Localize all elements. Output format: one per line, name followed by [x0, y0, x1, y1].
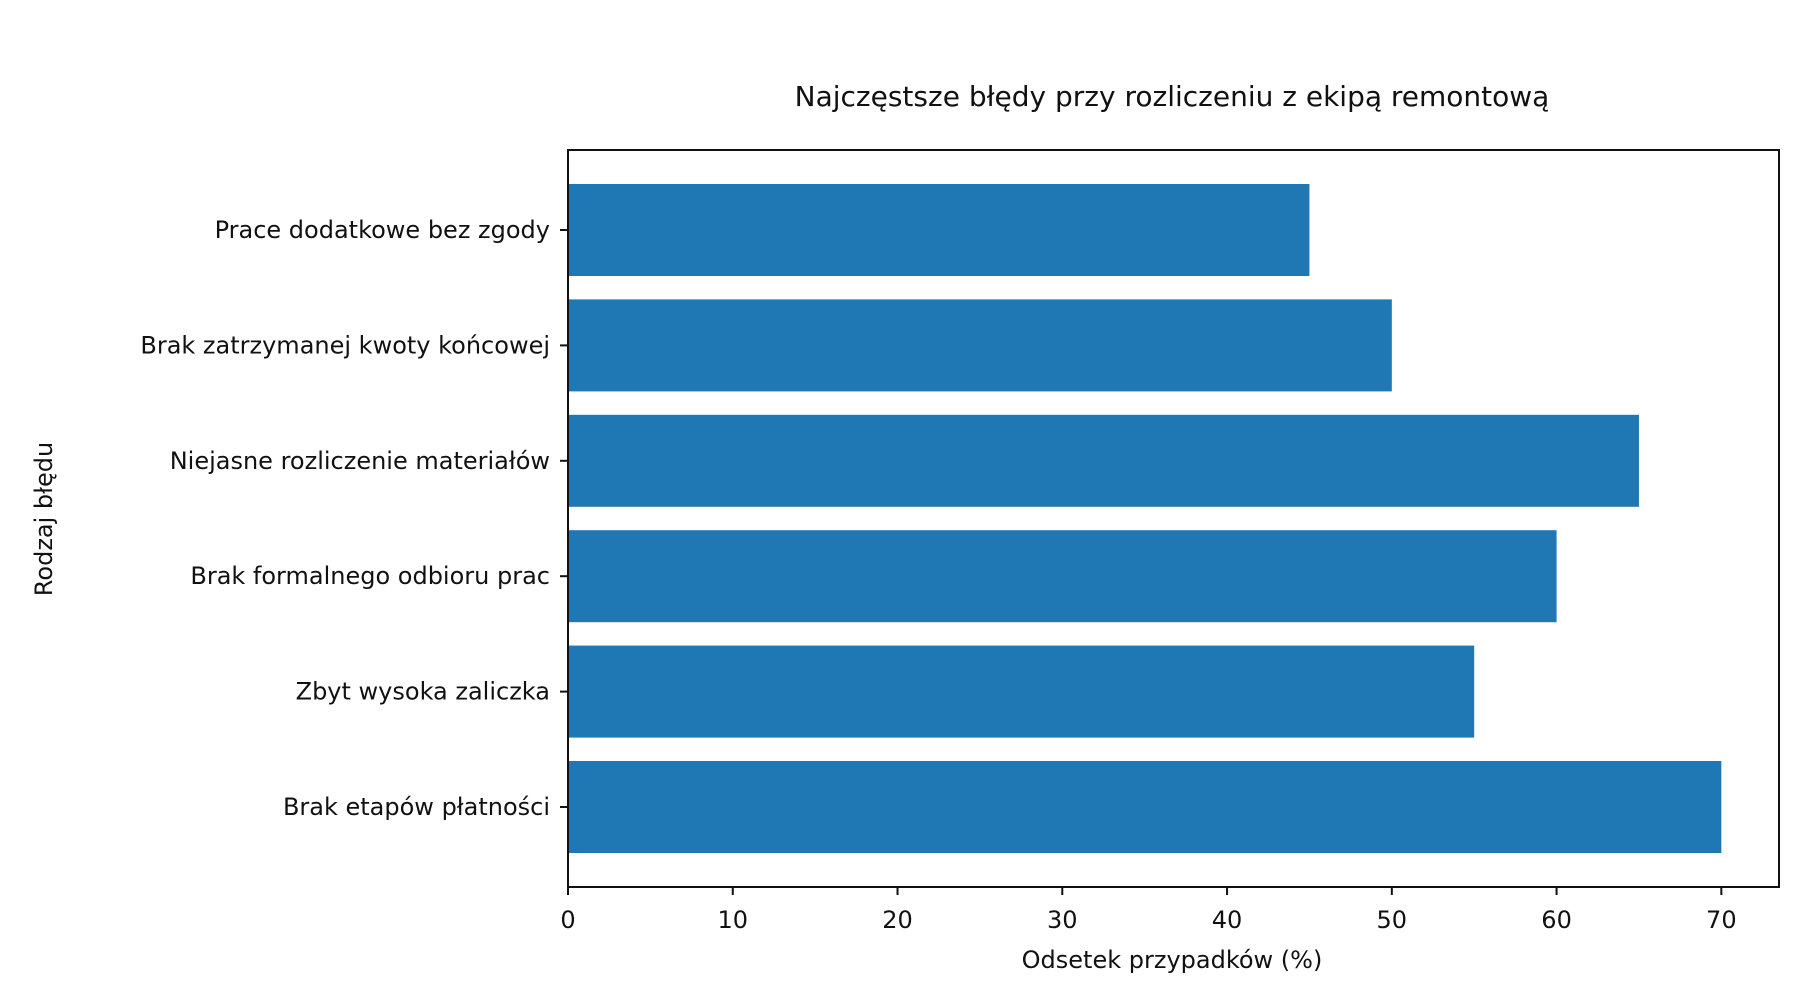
bar-4	[568, 530, 1557, 623]
x-tick-label-70: 70	[1706, 906, 1737, 934]
x-tick-label-50: 50	[1377, 906, 1408, 934]
y-tick-label-6: Brak etapów płatności	[283, 793, 550, 821]
x-tick-label-40: 40	[1212, 906, 1243, 934]
y-axis: Prace dodatkowe bez zgody Brak zatrzymane…	[140, 216, 568, 821]
y-axis-label: Rodzaj błędu	[30, 442, 58, 596]
x-tick-label-20: 20	[882, 906, 913, 934]
y-tick-label-1: Prace dodatkowe bez zgody	[215, 216, 550, 244]
x-tick-label-10: 10	[717, 906, 748, 934]
bars-layer	[568, 184, 1722, 853]
x-tick-label-30: 30	[1047, 906, 1078, 934]
x-axis-label: Odsetek przypadków (%)	[1022, 946, 1323, 974]
chart-title: Najczęstsze błędy przy rozliczeniu z eki…	[795, 80, 1550, 113]
y-tick-label-5: Zbyt wysoka zaliczka	[296, 678, 550, 706]
y-tick-label-4: Brak formalnego odbioru prac	[190, 562, 550, 590]
x-tick-label-0: 0	[560, 906, 575, 934]
y-tick-label-2: Brak zatrzymanej kwoty końcowej	[140, 331, 550, 359]
bar-2	[568, 299, 1392, 392]
y-tick-label-3: Niejasne rozliczenie materiałów	[170, 447, 550, 475]
x-tick-label-60: 60	[1541, 906, 1572, 934]
bar-5	[568, 645, 1475, 738]
bar-3	[568, 414, 1639, 507]
bar-6	[568, 761, 1722, 853]
plot-frame	[567, 149, 1780, 888]
bar-1	[568, 184, 1310, 276]
x-axis: 0 10 20 30 40 50 60 70	[560, 887, 1737, 934]
